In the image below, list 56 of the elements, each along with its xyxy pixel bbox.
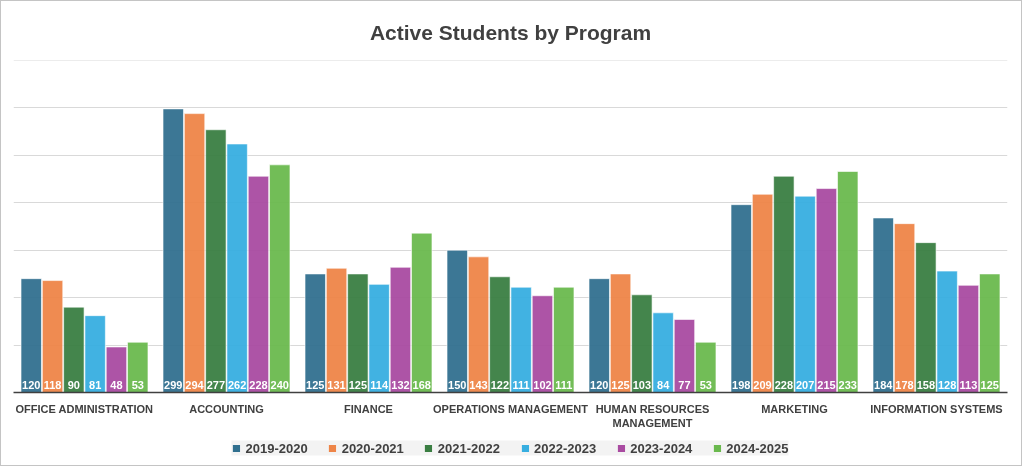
data-label: 120 bbox=[590, 378, 609, 391]
data-label: 294 bbox=[185, 378, 205, 391]
data-label: 198 bbox=[732, 378, 751, 391]
data-label: 228 bbox=[774, 378, 794, 391]
x-tick-label: ACCOUNTING bbox=[189, 402, 264, 415]
x-tick-label: FINANCE bbox=[344, 402, 393, 415]
data-label: 262 bbox=[227, 378, 247, 391]
x-tick-label: MARKETING bbox=[761, 402, 828, 415]
data-label: 122 bbox=[490, 378, 510, 391]
data-label: 240 bbox=[270, 378, 289, 391]
data-label: 178 bbox=[895, 378, 914, 391]
data-label: 81 bbox=[89, 378, 102, 391]
data-label: 125 bbox=[980, 378, 999, 391]
data-label: 102 bbox=[533, 378, 552, 391]
data-label: 125 bbox=[611, 378, 630, 391]
data-label: 111 bbox=[512, 378, 530, 391]
data-label: 90 bbox=[67, 378, 80, 391]
data-label: 132 bbox=[391, 378, 410, 391]
data-label: 158 bbox=[916, 378, 936, 391]
data-label: 120 bbox=[22, 378, 41, 391]
x-tick-label: INFORMATION SYSTEMS bbox=[870, 402, 1003, 415]
legend-label: 2022-2023 bbox=[534, 440, 597, 456]
data-label: 114 bbox=[370, 378, 389, 391]
data-label: 111 bbox=[555, 378, 573, 391]
data-label: 53 bbox=[699, 378, 712, 391]
legend-label: 2021-2022 bbox=[437, 440, 500, 456]
data-label: 131 bbox=[327, 378, 346, 391]
data-label: 168 bbox=[412, 378, 431, 391]
data-label: 299 bbox=[164, 378, 183, 391]
data-label: 150 bbox=[448, 378, 467, 391]
data-label: 128 bbox=[937, 378, 957, 391]
data-label: 118 bbox=[43, 378, 62, 391]
data-label: 125 bbox=[348, 378, 368, 391]
legend-label: 2023-2024 bbox=[630, 440, 693, 456]
legend-label: 2019-2020 bbox=[245, 440, 308, 456]
x-tick-label: OFFICE ADMINISTRATION bbox=[15, 402, 154, 415]
data-label: 103 bbox=[632, 378, 652, 391]
data-label: 84 bbox=[657, 378, 671, 391]
data-label: 228 bbox=[249, 378, 268, 391]
data-label: 233 bbox=[838, 378, 857, 391]
data-label: 277 bbox=[206, 378, 226, 391]
legend-label: 2024-2025 bbox=[726, 440, 789, 456]
data-label: 184 bbox=[874, 378, 894, 391]
legend-label: 2020-2021 bbox=[341, 440, 404, 456]
data-label: 207 bbox=[795, 378, 815, 391]
data-label: 209 bbox=[753, 378, 772, 391]
x-tick-label: HUMAN RESOURCES MANAGEMENT bbox=[595, 402, 710, 429]
chart-title: Active Students by Program bbox=[369, 20, 652, 44]
data-label: 143 bbox=[469, 378, 488, 391]
x-tick-label: OPERATIONS MANAGEMENT bbox=[432, 402, 589, 415]
data-label: 53 bbox=[131, 378, 144, 391]
data-label: 48 bbox=[110, 378, 123, 391]
data-label: 215 bbox=[817, 378, 836, 391]
data-label: 77 bbox=[678, 378, 691, 391]
data-label: 125 bbox=[306, 378, 325, 391]
data-label: 113 bbox=[959, 378, 978, 391]
